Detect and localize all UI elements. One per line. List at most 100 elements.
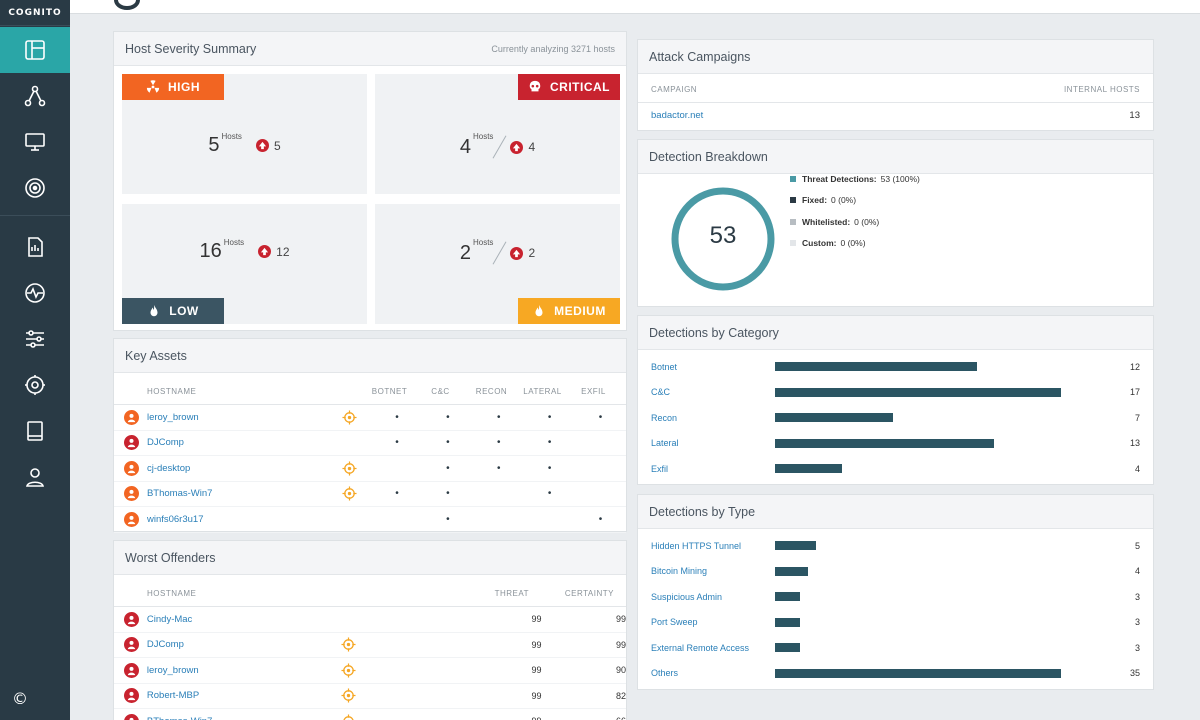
hostname-link[interactable]: leroy_brown <box>146 411 199 423</box>
nav-settings[interactable] <box>0 362 70 408</box>
bar-label-link[interactable]: Exfil <box>651 463 669 474</box>
table-row[interactable]: leroy_brown 99 90 <box>114 658 626 684</box>
host-user-icon <box>124 435 139 451</box>
host-delta: 5 <box>273 138 281 153</box>
severity-low-cell[interactable]: 16 Hosts 12 LOW <box>122 204 367 324</box>
campaign-row[interactable]: badactor.net 13 <box>638 103 1153 127</box>
col-hostname[interactable]: HOSTNAME <box>147 589 197 598</box>
table-row[interactable]: DJComp 99 99 <box>114 633 626 658</box>
campaign-link[interactable]: badactor.net <box>651 109 704 121</box>
col-lateral[interactable]: LATERAL <box>523 387 562 396</box>
bar-track <box>775 592 1105 602</box>
worst-offenders-rows: Cindy-Mac 99 99 DJComp 99 99 leroy_brown 99 90 Ro… <box>114 607 626 720</box>
table-row[interactable]: cj-desktop • • • <box>114 456 626 482</box>
threat-score: 99 <box>531 690 542 701</box>
severity-high-cell[interactable]: HIGH 5 Hosts 5 <box>122 74 367 194</box>
table-row[interactable]: winfs06r3u17 • • <box>114 507 626 533</box>
bar-label-link[interactable]: Lateral <box>651 438 679 449</box>
bar-label-link[interactable]: Botnet <box>651 361 678 372</box>
flame-icon <box>535 304 543 317</box>
hostname-link[interactable]: DJComp <box>146 437 184 449</box>
bar-row[interactable]: Botnet 12 <box>638 354 1153 380</box>
col-threat[interactable]: THREAT <box>494 589 529 598</box>
bar-track <box>775 643 1105 653</box>
detections-by-type-panel: Detections by Type Hidden HTTPS Tunnel 5 B… <box>637 494 1154 690</box>
key-asset-target-icon <box>341 713 357 720</box>
panel-title: Attack Campaigns <box>649 49 751 64</box>
threat-score: 99 <box>531 665 542 676</box>
col-hostname[interactable]: HOSTNAME <box>147 387 197 396</box>
bar-label-link[interactable]: C&C <box>651 387 671 398</box>
nav-reports[interactable] <box>0 224 70 270</box>
col-cnc[interactable]: C&C <box>431 387 450 396</box>
hostname-link[interactable]: cj-desktop <box>146 462 191 474</box>
key-asset-target-icon <box>342 460 358 476</box>
threat-score: 99 <box>531 614 542 625</box>
bar-label-link[interactable]: Bitcoin Mining <box>651 566 708 577</box>
bar-label-link[interactable]: Others <box>651 668 679 679</box>
nav-user[interactable] <box>0 454 70 500</box>
hostname-link[interactable]: BThomas-Win7 <box>146 488 213 500</box>
copyright-mark: © <box>12 689 28 708</box>
legend-label: Threat Detections: <box>802 173 877 184</box>
bar <box>775 464 843 474</box>
col-certainty[interactable]: CERTAINTY <box>564 589 614 598</box>
severity-medium-tag: MEDIUM <box>518 298 620 324</box>
table-row[interactable]: Robert-MBP 99 82 <box>114 684 626 709</box>
legend-label: Whitelisted: <box>802 216 851 227</box>
legend-swatch <box>790 197 796 204</box>
table-row[interactable]: DJComp • • • • <box>114 431 626 456</box>
col-internal-hosts[interactable]: INTERNAL HOSTS <box>1063 85 1140 94</box>
bar-label-link[interactable]: External Remote Access <box>651 642 750 653</box>
panel-header: Host Severity Summary Currently analyzin… <box>114 32 626 66</box>
top-bar <box>70 0 1200 14</box>
key-assets-table: HOSTNAME BOTNET C&C RECON LATERAL EXFIL … <box>114 379 626 533</box>
host-count: 5 <box>208 134 220 156</box>
bar-row[interactable]: External Remote Access 3 <box>638 635 1153 661</box>
bar-row[interactable]: Lateral 13 <box>638 431 1153 457</box>
hostname-link[interactable]: DJComp <box>146 639 184 651</box>
nav-radar[interactable] <box>0 165 70 211</box>
legend-value: 0 (0%) <box>854 216 880 227</box>
table-row[interactable]: BThomas-Win7 • • • <box>114 482 626 507</box>
bar-row[interactable]: Recon 7 <box>638 405 1153 431</box>
table-row[interactable]: leroy_brown • • • • • <box>114 405 626 431</box>
bar-value: 3 <box>1134 591 1140 602</box>
hostname-link[interactable]: leroy_brown <box>146 664 199 676</box>
hostname-link[interactable]: Robert-MBP <box>146 690 200 702</box>
hostname-link[interactable]: Cindy-Mac <box>146 613 193 625</box>
bar-row[interactable]: Others 35 <box>638 661 1153 687</box>
severity-medium-cell[interactable]: 2 Hosts 2 MEDIUM <box>375 204 620 324</box>
bar-row[interactable]: Hidden HTTPS Tunnel 5 <box>638 533 1153 559</box>
nav-dashboard[interactable] <box>0 27 70 73</box>
bar-row[interactable]: C&C 17 <box>638 380 1153 406</box>
bar-label-link[interactable]: Recon <box>651 412 678 423</box>
table-row[interactable]: BThomas-Win7 9966 <box>114 709 626 720</box>
nav-docs[interactable] <box>0 408 70 454</box>
nav-settings-sliders[interactable] <box>0 316 70 362</box>
col-campaign[interactable]: CAMPAIGN <box>651 85 698 94</box>
bar-label-link[interactable]: Hidden HTTPS Tunnel <box>651 540 742 551</box>
col-recon[interactable]: RECON <box>475 387 508 396</box>
col-botnet[interactable]: BOTNET <box>371 387 408 396</box>
flame-icon <box>150 304 158 317</box>
hostname-link[interactable]: winfs06r3u17 <box>146 513 204 525</box>
nav-activity[interactable] <box>0 270 70 316</box>
nav-network[interactable] <box>0 73 70 119</box>
severity-low-label: LOW <box>169 304 199 318</box>
panel-title: Key Assets <box>125 348 187 363</box>
severity-critical-cell[interactable]: CRITICAL 4 Hosts 4 <box>375 74 620 194</box>
nav-hosts[interactable] <box>0 119 70 165</box>
hostname-link[interactable]: BThomas-Win7 <box>147 716 341 720</box>
host-user-icon <box>124 409 139 425</box>
table-row[interactable]: Cindy-Mac 99 99 <box>114 607 626 633</box>
col-exfil[interactable]: EXFIL <box>581 387 606 396</box>
arrow-up-icon <box>255 139 269 152</box>
bar-row[interactable]: Bitcoin Mining 4 <box>638 559 1153 585</box>
bar-row[interactable]: Suspicious Admin 3 <box>638 584 1153 610</box>
bar-row[interactable]: Exfil 4 <box>638 456 1153 482</box>
bar-label-link[interactable]: Port Sweep <box>651 617 698 628</box>
bar-row[interactable]: Port Sweep 3 <box>638 610 1153 636</box>
bar-label-link[interactable]: Suspicious Admin <box>651 591 723 602</box>
host-user-icon <box>124 486 139 502</box>
